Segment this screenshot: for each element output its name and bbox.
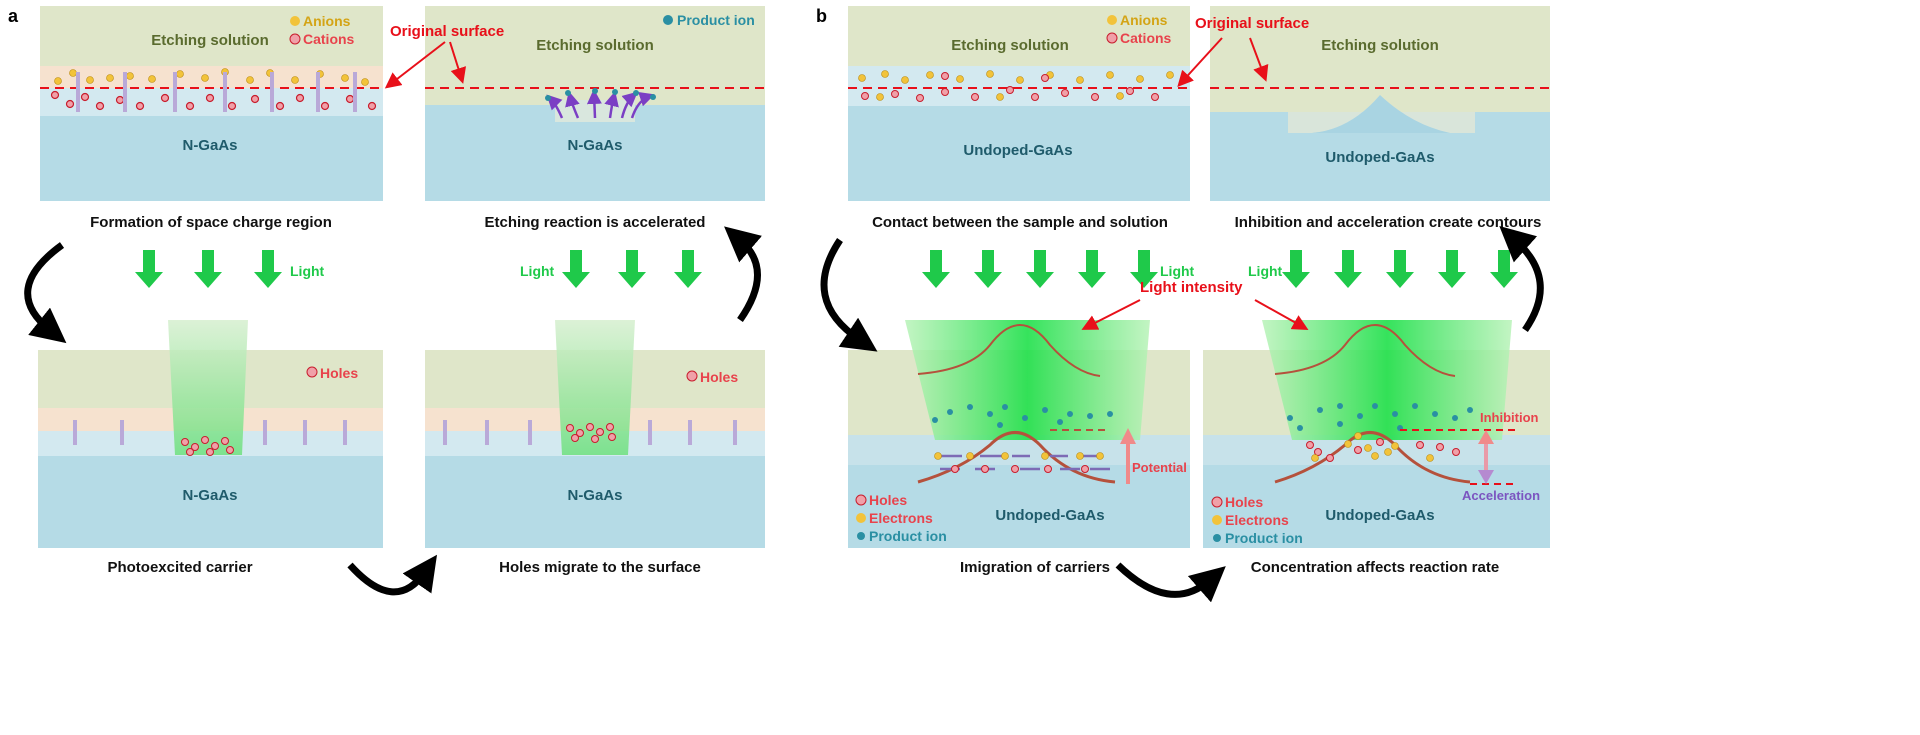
pointer-arrow	[449, 41, 467, 84]
solution-label: Etching solution	[1321, 37, 1439, 54]
legend-cations: Cations	[303, 31, 355, 47]
pointer-arrow	[1254, 299, 1309, 330]
legend-holes: Holes	[320, 365, 358, 381]
caption-a2: Etching reaction is accelerated	[485, 214, 706, 231]
light-beam	[1262, 320, 1512, 440]
original-surface-label-b: Original surface	[1195, 15, 1309, 32]
pointer-arrow	[1249, 37, 1269, 82]
caption-b2: Inhibition and acceleration create conto…	[1235, 214, 1542, 231]
panel-label-a: a	[8, 6, 19, 26]
legend-anions: Anions	[1120, 12, 1168, 28]
potential-curve	[1274, 431, 1471, 484]
pointer-arrow	[1177, 37, 1223, 87]
b-step3-panel: Potential Undoped-GaAs Holes Electrons P…	[848, 320, 1190, 548]
legend-holes: Holes	[1225, 494, 1263, 510]
pointer-arrow	[1081, 299, 1141, 330]
light-label: Light	[520, 263, 555, 279]
substrate-label: N-GaAs	[567, 137, 622, 154]
anion-legend-icon	[1107, 15, 1117, 25]
cation-legend-icon	[1106, 32, 1118, 44]
legend-holes: Holes	[869, 492, 907, 508]
legend-electrons: Electrons	[869, 510, 933, 526]
caption-b4: Concentration affects reaction rate	[1251, 559, 1499, 576]
light-arrows	[562, 250, 702, 288]
light-beam	[168, 320, 248, 455]
substrate-label: N-GaAs	[182, 137, 237, 154]
substrate-label: Undoped-GaAs	[995, 507, 1104, 524]
substrate-label: Undoped-GaAs	[963, 142, 1072, 159]
light-beam	[905, 320, 1150, 440]
pointer-arrow	[384, 41, 446, 89]
cation-markers	[50, 90, 377, 111]
substrate-label: Undoped-GaAs	[1325, 149, 1434, 166]
b-step4-panel: Inhibition Acceleration Undoped-GaAs Hol…	[1203, 320, 1550, 548]
potential-label: Potential	[1132, 460, 1187, 475]
holes-legend-icon	[306, 366, 318, 378]
light-label: Light	[1248, 263, 1283, 279]
legend-product-ion: Product ion	[869, 528, 947, 544]
legend-holes: Holes	[700, 369, 738, 385]
solution-label: Etching solution	[536, 37, 654, 54]
a-step1-panel: Etching solution N-GaAs Anions Cations	[40, 6, 383, 201]
light-intensity-label: Light intensity	[1140, 279, 1243, 296]
light-beam	[555, 320, 635, 455]
acceleration-label: Acceleration	[1462, 488, 1540, 503]
light-arrows	[922, 250, 1158, 288]
light-arrows	[1282, 250, 1518, 288]
anion-legend-icon	[290, 16, 300, 26]
caption-a4: Holes migrate to the surface	[499, 559, 701, 576]
caption-a3: Photoexcited carrier	[107, 559, 252, 576]
substrate-label: Undoped-GaAs	[1325, 507, 1434, 524]
inhibition-label: Inhibition	[1480, 410, 1539, 425]
caption-b3: Imigration of carriers	[960, 559, 1110, 576]
caption-b1: Contact between the sample and solution	[872, 214, 1168, 231]
legend-cations: Cations	[1120, 30, 1172, 46]
a-step2-panel: Etching solution N-GaAs Product ion	[425, 6, 765, 201]
solution-label: Etching solution	[151, 32, 269, 49]
b-step2-panel: Etching solution Undoped-GaAs	[1210, 6, 1550, 201]
panel-label-b: b	[816, 6, 827, 26]
caption-a1: Formation of space charge region	[90, 214, 332, 231]
substrate-label: N-GaAs	[182, 487, 237, 504]
legend-product-ion: Product ion	[677, 12, 755, 28]
legend-anions: Anions	[303, 13, 351, 29]
substrate-label: N-GaAs	[567, 487, 622, 504]
cation-legend-icon	[289, 33, 301, 45]
light-intensity-curve	[917, 324, 1101, 377]
solution-label: Etching solution	[951, 37, 1069, 54]
b-step1-panel: Etching solution Undoped-GaAs Anions Cat…	[848, 6, 1190, 201]
light-intensity-curve	[1274, 324, 1456, 377]
light-label: Light	[1160, 263, 1195, 279]
light-arrows	[135, 250, 282, 288]
legend-electrons: Electrons	[1225, 512, 1289, 528]
holes-legend-icon	[686, 370, 698, 382]
a-step4-panel: N-GaAs Holes	[425, 320, 765, 548]
cycle-arrows-a	[24, 226, 763, 596]
light-label: Light	[290, 263, 325, 279]
product-ion-legend-icon	[663, 15, 673, 25]
legend-product-ion: Product ion	[1225, 530, 1303, 546]
a-step3-panel: N-GaAs Holes	[38, 320, 383, 548]
field-arrows	[76, 72, 357, 112]
cycle-arrows-b	[820, 226, 1544, 603]
original-surface-label-a: Original surface	[390, 23, 504, 40]
